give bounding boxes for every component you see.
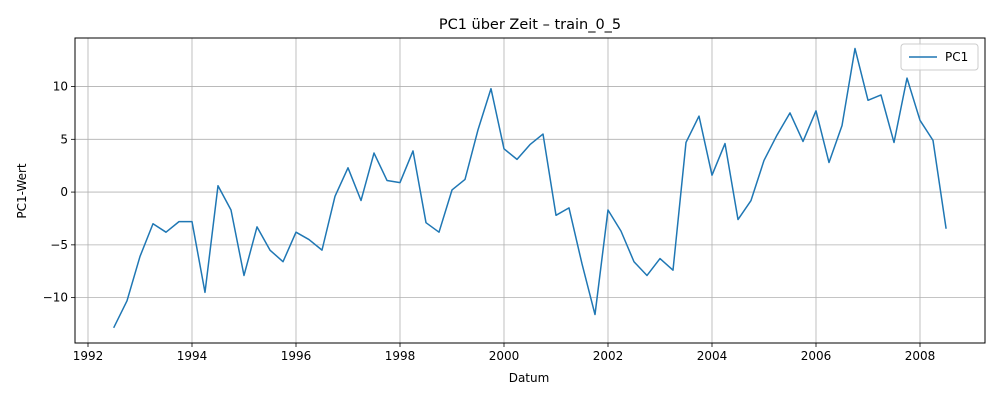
x-axis-label: Datum bbox=[509, 371, 550, 385]
series-line-pc1 bbox=[112, 47, 947, 329]
x-tick-label: 2000 bbox=[489, 349, 520, 363]
y-tick-label: 10 bbox=[53, 80, 68, 94]
x-tick-label: 2008 bbox=[905, 349, 936, 363]
y-tick-label: −5 bbox=[50, 238, 68, 252]
y-tick-label: 0 bbox=[60, 185, 68, 199]
y-tick-label: −10 bbox=[43, 291, 68, 305]
y-tick-label: 5 bbox=[60, 132, 68, 146]
legend-box bbox=[900, 43, 979, 71]
grid-lines bbox=[75, 38, 985, 343]
chart-title: PC1 über Zeit – train_0_5 bbox=[439, 17, 621, 33]
x-tick-label: 1998 bbox=[385, 349, 416, 363]
x-tick-label: 1996 bbox=[281, 349, 312, 363]
legend: PC1 bbox=[900, 43, 979, 71]
x-tick-label: 2002 bbox=[593, 349, 624, 363]
y-axis-ticks: −10 −5 0 5 10 bbox=[43, 80, 75, 305]
x-tick-label: 2006 bbox=[801, 349, 832, 363]
x-tick-label: 2004 bbox=[697, 349, 728, 363]
legend-label-pc1: PC1 bbox=[945, 50, 968, 64]
y-axis-label: PC1-Wert bbox=[15, 163, 29, 219]
x-tick-label: 1992 bbox=[73, 349, 104, 363]
x-tick-label: 1994 bbox=[177, 349, 208, 363]
plot-frame bbox=[74, 37, 986, 344]
series-layer bbox=[112, 47, 947, 329]
x-axis-ticks: 1992 1994 1996 1998 2000 2002 2004 2006 2008 bbox=[73, 343, 936, 363]
